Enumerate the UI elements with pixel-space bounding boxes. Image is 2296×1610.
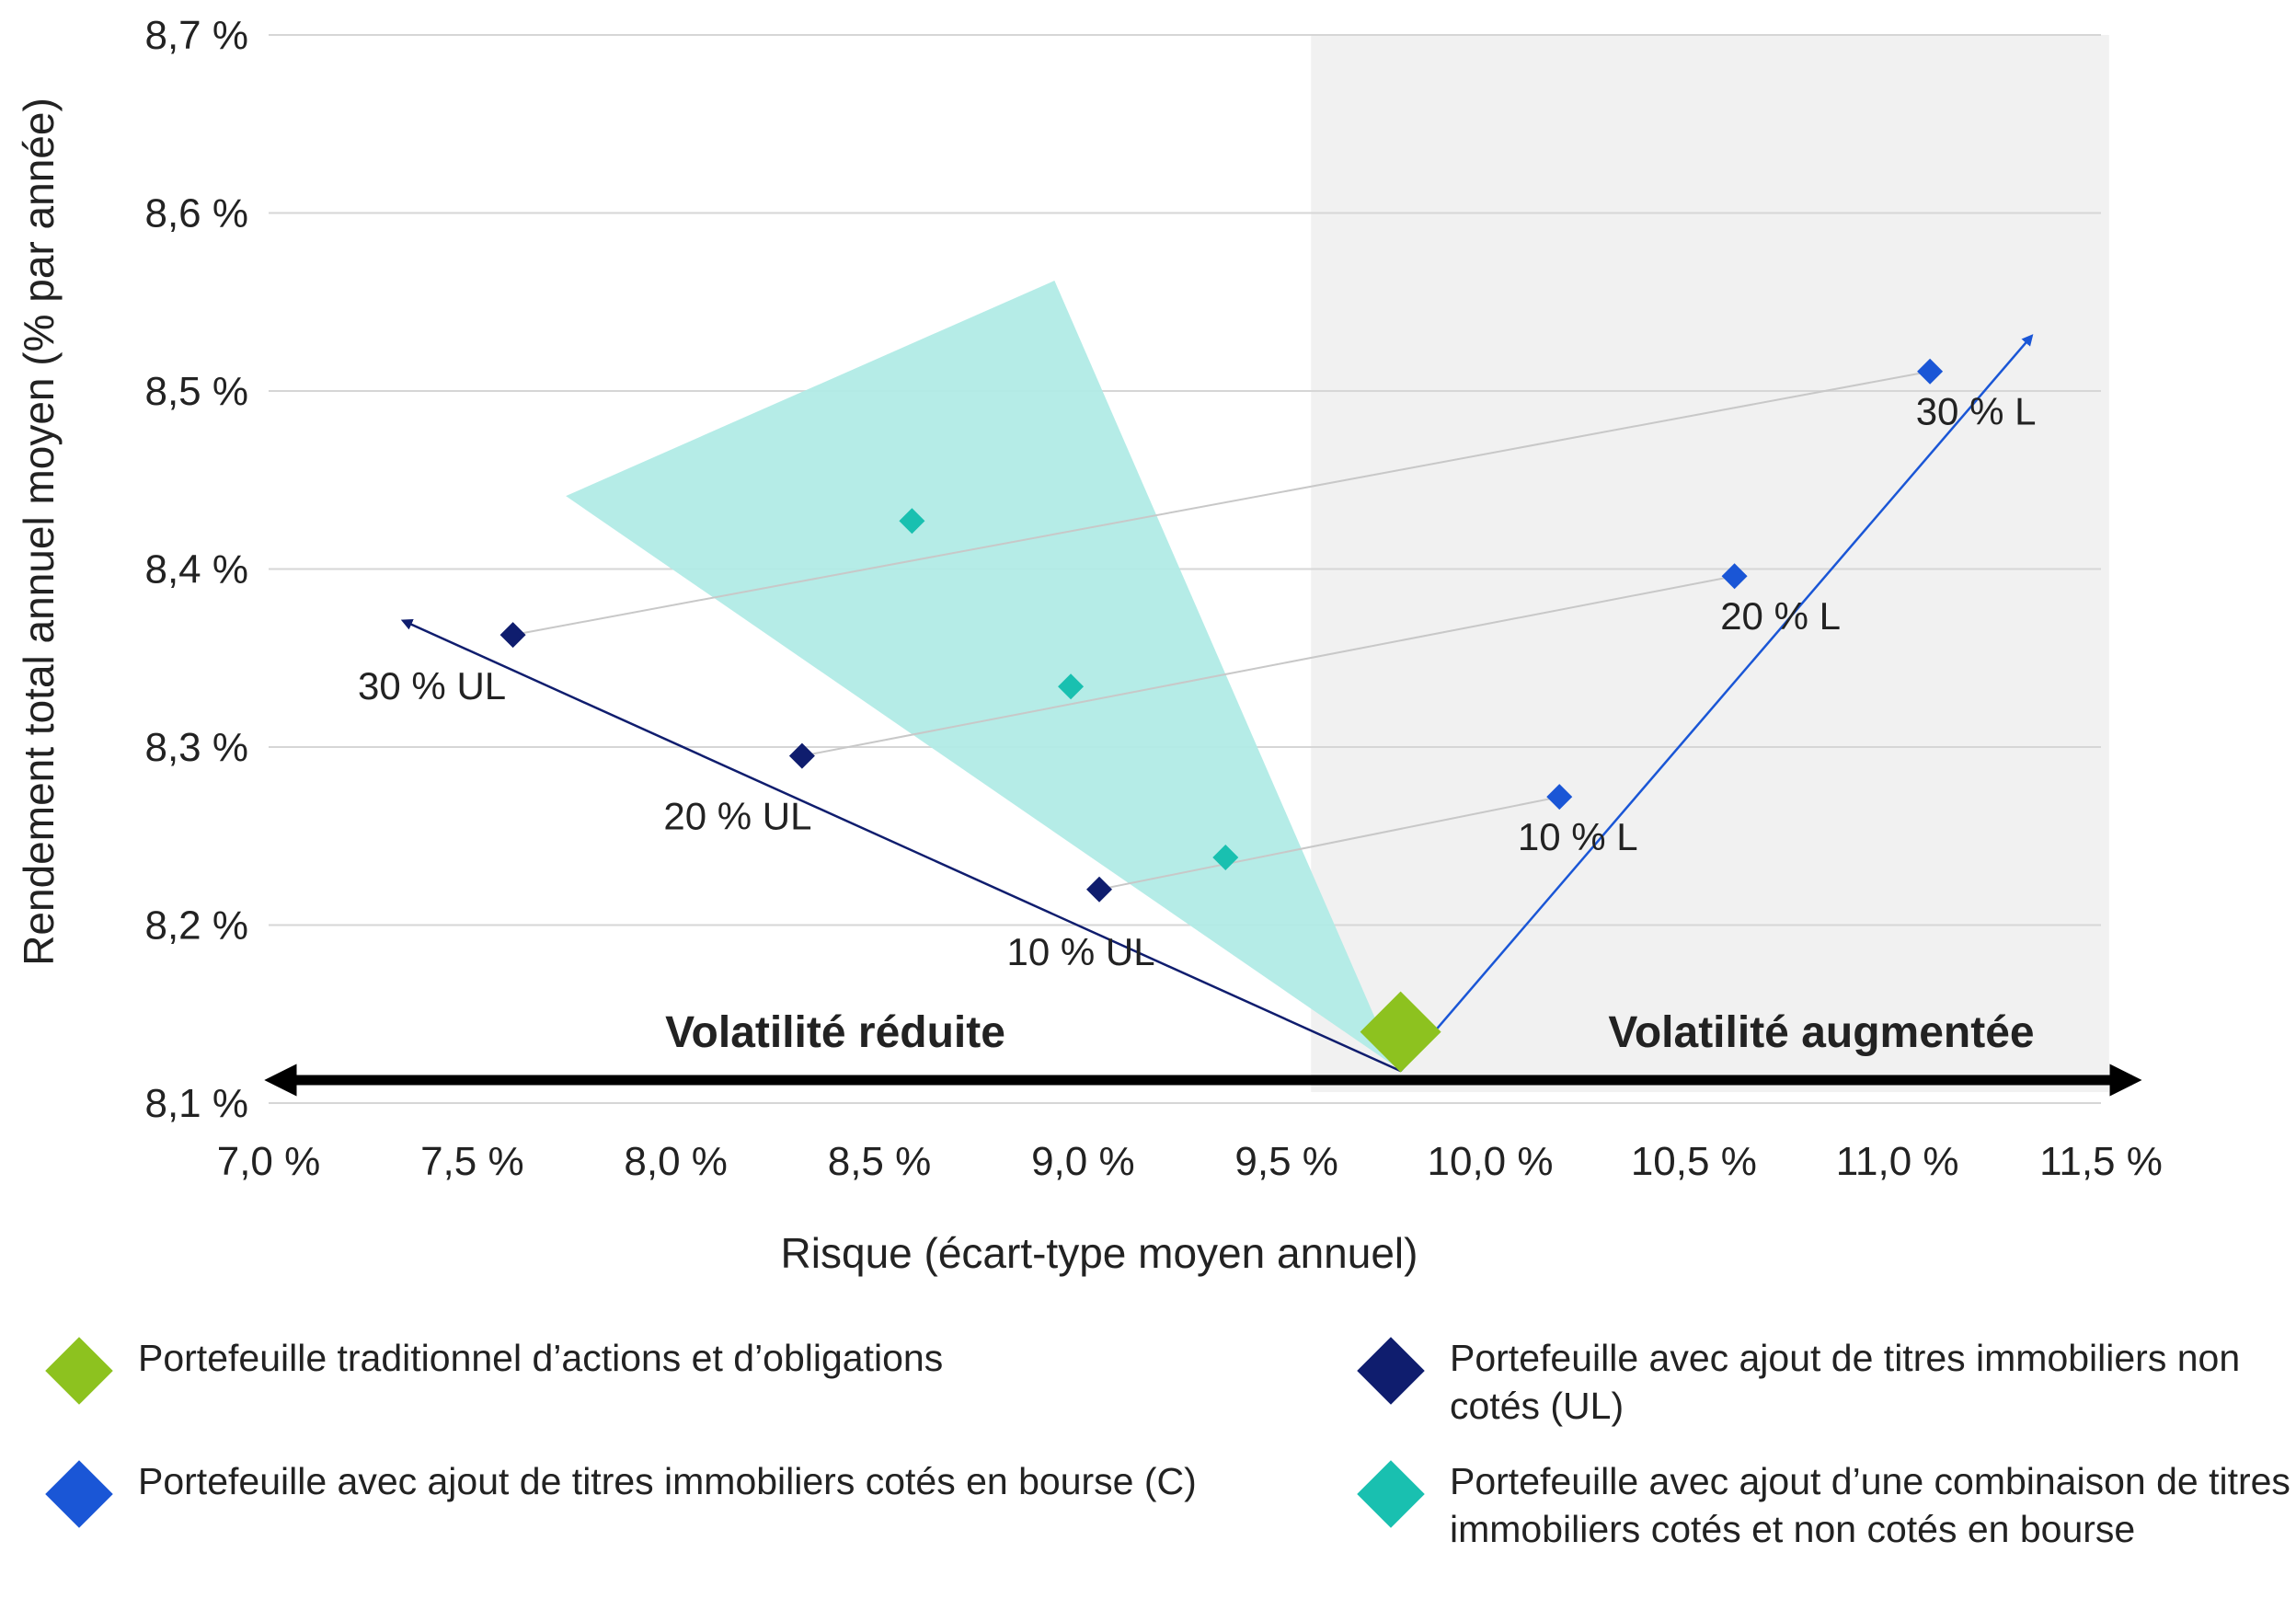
legend: Portefeuille traditionnel d’actions et d… [0, 1306, 2296, 1592]
connector-line [512, 370, 1931, 637]
data-point [899, 508, 925, 535]
data-label: 10 % L [1518, 815, 1638, 858]
x-tick-label: 10,0 % [1428, 1139, 1554, 1184]
data-point [1721, 563, 1748, 590]
connector-line [801, 575, 1735, 757]
risk-return-chart: Volatilité réduite Volatilité augmentée … [15, 13, 2163, 1277]
legend-marker-blue-diamond [45, 1460, 113, 1528]
data-point [1058, 673, 1085, 700]
legend-item-unlisted: Portefeuille avec ajout de titres immobi… [1332, 1334, 2289, 1430]
unlisted-direction-arrow [400, 619, 1402, 1073]
x-tick-label: 8,5 % [828, 1139, 932, 1184]
x-tick-label: 9,0 % [1031, 1139, 1135, 1184]
data-label: 20 % L [1720, 594, 1841, 638]
y-tick-label: 8,2 % [144, 903, 248, 949]
x-tick-label: 8,0 % [624, 1139, 728, 1184]
legend-marker-teal-diamond [1357, 1460, 1425, 1528]
legend-label-combined: Portefeuille avec ajout d’une combinaiso… [1450, 1460, 2290, 1550]
y-tick-label: 8,3 % [144, 725, 248, 770]
x-axis-title: Risque (écart-type moyen annuel) [781, 1229, 1418, 1277]
y-tick-label: 8,4 % [144, 547, 248, 592]
zone-label-reduced: Volatilité réduite [665, 1008, 1005, 1057]
data-point [788, 742, 815, 769]
data-point [499, 622, 526, 649]
combination-zone-triangle [566, 281, 1397, 1068]
x-tick-label: 9,5 % [1234, 1139, 1338, 1184]
data-label: 20 % UL [663, 795, 811, 838]
legend-label-listed: Portefeuille avec ajout de titres immobi… [138, 1460, 1197, 1502]
data-point [1212, 844, 1239, 870]
legend-item-traditional: Portefeuille traditionnel d’actions et d… [20, 1334, 1290, 1405]
legend-label-unlisted: Portefeuille avec ajout de titres immobi… [1450, 1337, 2241, 1427]
y-tick-label: 8,6 % [144, 191, 248, 236]
data-point [1546, 784, 1573, 811]
y-axis-title: Rendement total annuel moyen (% par anné… [15, 98, 63, 966]
y-tick-label: 8,7 % [144, 13, 248, 58]
data-label: 10 % UL [1006, 930, 1154, 973]
legend-marker-navy-diamond [1357, 1337, 1425, 1405]
x-tick-label: 11,0 % [1836, 1139, 1959, 1184]
x-tick-label: 11,5 % [2039, 1139, 2163, 1184]
y-tick-label: 8,5 % [144, 369, 248, 414]
x-tick-label: 7,0 % [217, 1139, 321, 1184]
legend-marker-green-diamond [45, 1337, 113, 1405]
data-label: 30 % L [1916, 390, 2037, 433]
data-point [1360, 991, 1441, 1073]
x-tick-label: 7,5 % [420, 1139, 524, 1184]
data-label: 30 % UL [358, 664, 506, 707]
increased-volatility-region [1311, 35, 2109, 1092]
y-tick-label: 8,1 % [144, 1081, 248, 1126]
zone-label-increased: Volatilité augmentée [1608, 1008, 2034, 1057]
connector-line [1098, 796, 1560, 891]
data-point [1086, 876, 1113, 903]
legend-item-combined: Portefeuille avec ajout d’une combinaiso… [1332, 1457, 2293, 1553]
legend-label-traditional: Portefeuille traditionnel d’actions et d… [138, 1337, 944, 1379]
data-point [1917, 358, 1944, 385]
legend-item-listed: Portefeuille avec ajout de titres immobi… [20, 1457, 1326, 1528]
x-tick-label: 10,5 % [1631, 1139, 1757, 1184]
listed-direction-arrow [1399, 334, 2034, 1072]
